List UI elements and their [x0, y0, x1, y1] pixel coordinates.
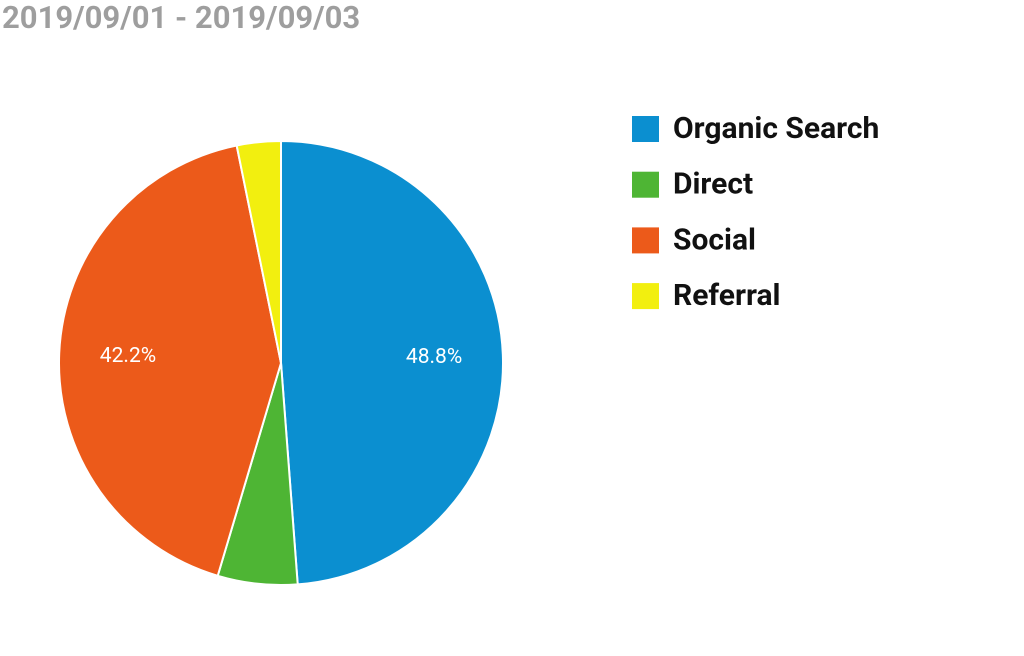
legend-swatch	[632, 171, 659, 198]
legend-swatch	[632, 227, 659, 254]
chart-title: 2019/09/01 - 2019/09/03	[2, 0, 360, 36]
legend-label: Social	[673, 222, 756, 257]
pie-slice	[58, 144, 283, 578]
pie-slice	[235, 139, 282, 364]
legend-label: Direct	[673, 167, 753, 202]
pie-slice	[280, 139, 504, 586]
slice-label: 48.8%	[406, 345, 462, 369]
slice-label: 42.2%	[100, 344, 156, 368]
legend-swatch	[632, 116, 659, 142]
legend-label: Organic Search	[673, 111, 879, 146]
legend-swatch	[632, 283, 659, 310]
legend-label: Referral	[673, 278, 781, 313]
